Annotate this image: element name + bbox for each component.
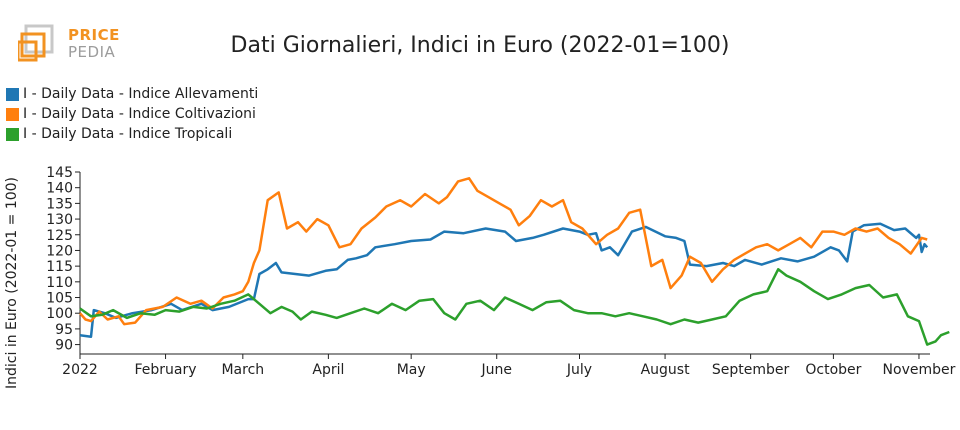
chart-title: Dati Giornalieri, Indici in Euro (2022-0… <box>230 33 730 58</box>
logo-text-pedia: PEDIA <box>68 43 116 61</box>
series-line-allevamenti <box>79 222 929 338</box>
y-tick-label: 100 <box>46 306 73 322</box>
y-tick-label: 130 <box>46 212 73 228</box>
legend-label-tropicali: I - Daily Data - Indice Tropicali <box>23 126 233 142</box>
x-tick-label: July <box>566 362 592 378</box>
y-axis-title: Indici in Euro (2022-01 = 100) <box>4 177 20 389</box>
legend-item-tropicali[interactable]: I - Daily Data - Indice Tropicali <box>6 124 258 144</box>
x-tick-label: October <box>805 362 861 378</box>
x-tick-label: March <box>221 362 264 378</box>
x-tick-label: April <box>312 362 344 378</box>
y-tick-label: 135 <box>46 196 73 212</box>
legend-item-coltivazioni[interactable]: I - Daily Data - Indice Coltivazioni <box>6 104 258 124</box>
series-line-tropicali <box>79 268 950 346</box>
x-tick-label: September <box>712 362 790 378</box>
y-tick-label: 140 <box>46 181 73 197</box>
y-tick-label: 145 <box>46 165 73 181</box>
x-tick-label: May <box>397 362 426 378</box>
series-line-coltivazioni <box>79 177 928 326</box>
y-tick-label: 95 <box>55 322 73 338</box>
y-tick-label: 120 <box>46 243 73 259</box>
y-tick-label: 90 <box>55 338 73 354</box>
legend-item-allevamenti[interactable]: I - Daily Data - Indice Allevamenti <box>6 84 258 104</box>
x-tick-label: 2022 <box>62 362 98 378</box>
legend-swatch-allevamenti <box>6 87 19 101</box>
x-tick-label: June <box>480 362 512 378</box>
y-tick-label: 115 <box>46 259 73 275</box>
series-lines <box>79 177 950 346</box>
y-tick-label: 110 <box>46 275 73 291</box>
y-tick-label: 125 <box>46 228 73 244</box>
logo-text-price: PRICE <box>68 26 120 44</box>
legend-label-coltivazioni: I - Daily Data - Indice Coltivazioni <box>23 106 256 122</box>
y-tick-label: 105 <box>46 291 73 307</box>
pricepedia-logo: PRICE PEDIA <box>16 24 128 74</box>
pricepedia-logo-mark <box>16 24 54 62</box>
legend-label-allevamenti: I - Daily Data - Indice Allevamenti <box>23 86 259 102</box>
legend-swatch-coltivazioni <box>6 107 19 121</box>
chart-legend: I - Daily Data - Indice Allevamenti I - … <box>6 84 258 144</box>
legend-swatch-tropicali <box>6 127 19 141</box>
x-tick-label: November <box>883 362 956 378</box>
x-tick-label: February <box>135 362 197 378</box>
x-tick-label: August <box>641 362 691 378</box>
